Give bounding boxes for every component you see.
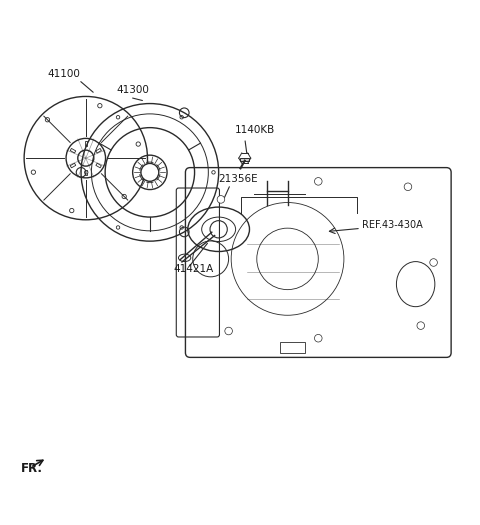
Bar	[280, 342, 305, 353]
Text: 21356E: 21356E	[219, 174, 258, 184]
Text: FR.: FR.	[21, 462, 43, 475]
Bar	[84, 141, 87, 146]
Circle shape	[84, 171, 88, 174]
Circle shape	[78, 150, 94, 166]
Circle shape	[70, 208, 74, 213]
Circle shape	[116, 116, 120, 119]
Bar	[96, 149, 101, 153]
Circle shape	[45, 118, 49, 122]
Text: 41100: 41100	[48, 69, 81, 79]
Circle shape	[116, 226, 120, 229]
Circle shape	[141, 163, 159, 181]
Circle shape	[136, 142, 140, 146]
Bar	[70, 163, 76, 168]
Circle shape	[314, 177, 322, 185]
Text: REF.43-430A: REF.43-430A	[362, 220, 423, 230]
Circle shape	[210, 220, 228, 238]
Circle shape	[31, 170, 36, 174]
Circle shape	[122, 194, 126, 198]
Bar	[240, 158, 249, 161]
Text: 41300: 41300	[117, 85, 149, 95]
Bar	[70, 149, 76, 153]
Circle shape	[98, 103, 102, 108]
Bar	[84, 171, 87, 175]
Circle shape	[430, 259, 437, 266]
Circle shape	[314, 334, 322, 342]
Circle shape	[417, 322, 424, 329]
Circle shape	[404, 183, 412, 191]
Text: 1140KB: 1140KB	[235, 125, 276, 135]
Bar	[96, 163, 101, 168]
Circle shape	[180, 116, 183, 119]
Circle shape	[212, 171, 215, 174]
Circle shape	[225, 327, 232, 335]
Circle shape	[217, 196, 225, 203]
Text: 41421A: 41421A	[174, 264, 214, 274]
Circle shape	[180, 226, 183, 229]
